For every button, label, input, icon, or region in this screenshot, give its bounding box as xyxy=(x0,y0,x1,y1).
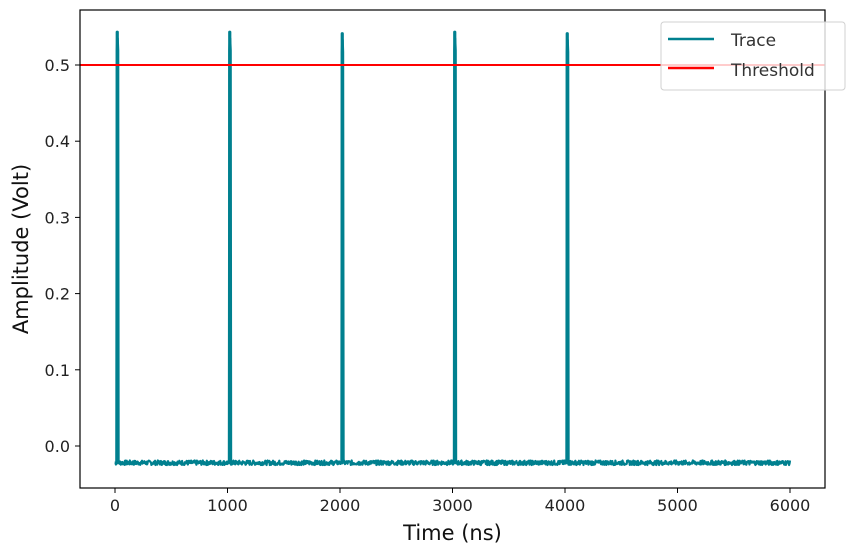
y-tick-label: 0.2 xyxy=(45,285,70,304)
y-tick-label: 0.1 xyxy=(45,361,70,380)
legend-threshold-label: Threshold xyxy=(730,61,815,81)
y-tick-label: 0.3 xyxy=(45,208,70,227)
x-axis-ticks: 0 1000 2000 3000 4000 5000 6000 xyxy=(110,488,810,515)
y-tick-label: 0.0 xyxy=(45,437,70,456)
x-tick-label: 2000 xyxy=(320,496,361,515)
y-axis-ticks: 0.0 0.1 0.2 0.3 0.4 0.5 xyxy=(45,56,80,456)
x-tick-label: 0 xyxy=(110,496,120,515)
trace-series xyxy=(114,30,792,467)
legend-trace-label: Trace xyxy=(730,31,776,51)
legend: Trace Threshold xyxy=(660,21,846,91)
x-tick-label: 5000 xyxy=(657,496,698,515)
trace-line xyxy=(114,37,792,467)
y-tick-label: 0.5 xyxy=(45,56,70,75)
x-axis-label: Time (ns) xyxy=(402,521,502,545)
x-tick-label: 4000 xyxy=(545,496,586,515)
x-tick-label: 6000 xyxy=(770,496,811,515)
y-axis-label: Amplitude (Volt) xyxy=(9,164,33,334)
x-tick-label: 3000 xyxy=(432,496,473,515)
y-tick-label: 0.4 xyxy=(45,132,70,151)
x-tick-label: 1000 xyxy=(207,496,248,515)
